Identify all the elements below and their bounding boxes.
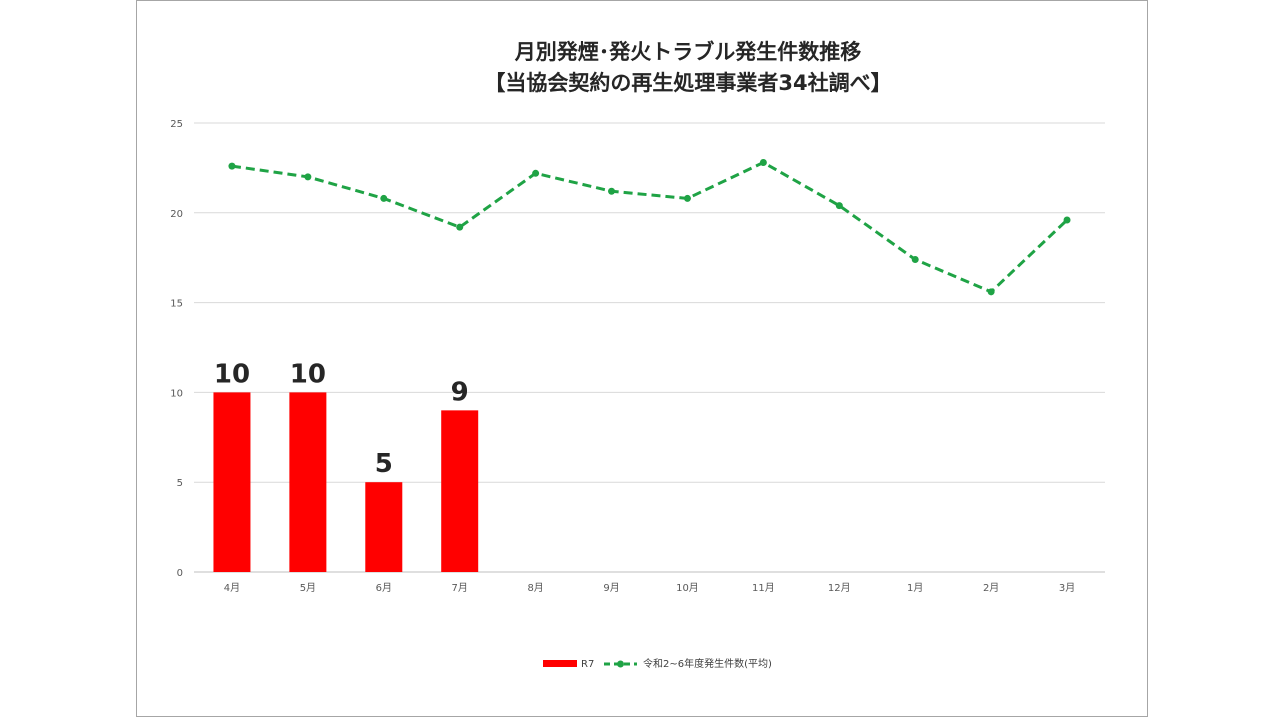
legend: R7 令和2~6年度発生件数(平均)	[543, 657, 772, 670]
gridlines	[194, 122, 1105, 573]
bar	[441, 410, 479, 572]
chart-frame: 月別発煙･発火トラブル発生件数推移 【当協会契約の再生処理事業者34社調べ】 0…	[136, 0, 1148, 717]
y-axis-ticks: 0 5 10 15 20 25	[170, 119, 183, 579]
bar-series-r7	[213, 392, 479, 572]
x-tick-label: 10月	[676, 582, 699, 594]
x-axis-ticks: 4月 5月 6月 7月 8月 9月 10月 11月 12月 1月 2月 3月	[224, 582, 1075, 594]
bar	[289, 392, 327, 572]
x-tick-label: 1月	[907, 582, 923, 594]
line-series-average	[228, 159, 1071, 296]
legend-label-r7: R7	[581, 659, 594, 670]
bar	[213, 392, 251, 572]
x-tick-label: 11月	[752, 582, 775, 594]
chart-title-line-2: 【当協会契約の再生処理事業者34社調べ】	[484, 71, 891, 95]
line-point	[987, 288, 995, 296]
average-line	[231, 160, 1069, 294]
bar-data-label: 10	[214, 359, 250, 389]
line-point	[608, 187, 616, 195]
bar-data-label: 9	[451, 377, 469, 407]
x-tick-label: 9月	[603, 582, 619, 594]
bar-data-label: 10	[290, 359, 326, 389]
x-tick-label: 2月	[983, 582, 999, 594]
y-tick-label: 15	[170, 299, 183, 310]
line-point	[911, 255, 919, 263]
line-point	[1063, 216, 1071, 224]
legend-marker-average	[617, 660, 624, 668]
chart-svg: 月別発煙･発火トラブル発生件数推移 【当協会契約の再生処理事業者34社調べ】 0…	[170, 40, 1105, 670]
bar	[365, 482, 403, 572]
y-tick-label: 10	[170, 388, 183, 399]
chart-title: 月別発煙･発火トラブル発生件数推移 【当協会契約の再生処理事業者34社調べ】	[484, 40, 891, 95]
line-point	[228, 162, 236, 170]
x-tick-label: 6月	[376, 582, 392, 594]
data-labels: 10 10 5 9	[214, 359, 469, 479]
legend-swatch-r7	[543, 660, 577, 667]
y-tick-label: 25	[170, 119, 183, 130]
line-point	[456, 223, 464, 231]
legend-label-average: 令和2~6年度発生件数(平均)	[643, 657, 772, 670]
line-point	[759, 159, 767, 167]
line-point	[380, 194, 388, 202]
line-point	[304, 173, 312, 181]
y-tick-label: 0	[177, 568, 183, 579]
line-point	[683, 194, 691, 202]
line-point	[835, 202, 843, 210]
x-tick-label: 7月	[452, 582, 468, 594]
line-point	[532, 169, 540, 177]
y-tick-label: 20	[170, 209, 183, 220]
y-tick-label: 5	[177, 478, 183, 489]
x-tick-label: 5月	[300, 582, 316, 594]
x-tick-label: 12月	[828, 582, 851, 594]
x-tick-label: 8月	[527, 582, 543, 594]
chart-title-line-1: 月別発煙･発火トラブル発生件数推移	[514, 40, 862, 64]
x-tick-label: 4月	[224, 582, 240, 594]
x-tick-label: 3月	[1059, 582, 1075, 594]
bar-data-label: 5	[375, 449, 393, 479]
